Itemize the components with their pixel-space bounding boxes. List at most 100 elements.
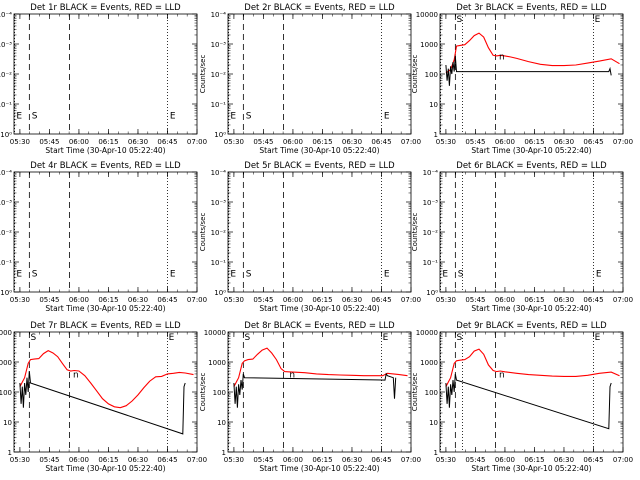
y-tick-label: 10 <box>217 419 226 427</box>
y-tick-label: 100 <box>425 71 438 79</box>
panel-title: Det 8r BLACK = Events, RED = LLD <box>244 321 395 331</box>
y-tick-label: 10 <box>3 419 12 427</box>
x-tick-label: 06:00 <box>495 138 515 146</box>
x-tick-label: 06:30 <box>554 138 574 146</box>
event-marker-label: E <box>384 269 390 279</box>
y-axis-title: Counts/sec <box>199 55 207 94</box>
y-tick-label: 10⁻⁴ <box>0 169 12 177</box>
y-tick-label: 10000 <box>0 329 12 337</box>
y-tick-label: 100 <box>0 389 12 397</box>
x-tick-label: 06:45 <box>157 456 177 464</box>
panel-title: Det 1r BLACK = Events, RED = LLD <box>30 3 181 13</box>
event-marker-label: E <box>595 333 601 343</box>
x-tick-label: 06:15 <box>524 296 544 304</box>
x-tick-label: 05:45 <box>465 296 485 304</box>
y-tick-label: 10⁻³ <box>0 41 12 49</box>
x-axis-title: Start Time (30-Apr-10 05:22:40) <box>45 304 165 313</box>
y-tick-label: 10⁻¹ <box>211 101 227 109</box>
y-tick-label: 10000 <box>204 329 226 337</box>
event-marker-label: S <box>246 269 252 279</box>
x-tick-label: 06:15 <box>524 138 544 146</box>
y-tick-label: 1000 <box>420 359 438 367</box>
x-tick-label: 06:45 <box>583 138 603 146</box>
x-tick-label: 05:45 <box>253 456 273 464</box>
event-marker-label: E <box>16 111 22 121</box>
y-tick-label: 10⁻¹ <box>0 259 12 267</box>
x-tick-label: 06:45 <box>583 456 603 464</box>
x-tick-label: 05:30 <box>436 296 456 304</box>
event-marker-label: E <box>169 333 175 343</box>
x-tick-label: 06:45 <box>583 296 603 304</box>
event-marker-label: E <box>595 15 601 25</box>
x-tick-label: 07:00 <box>187 138 207 146</box>
event-marker-label: S <box>31 333 37 343</box>
x-tick-label: 06:00 <box>283 296 303 304</box>
y-tick-label: 100 <box>213 389 226 397</box>
event-marker-label: n <box>499 53 505 63</box>
y-tick-label: 10⁻⁴ <box>423 169 439 177</box>
panel-title: Det 7r BLACK = Events, RED = LLD <box>30 321 181 331</box>
y-tick-label: 100 <box>425 389 438 397</box>
x-tick-label: 06:30 <box>342 296 362 304</box>
y-axis-title: Counts/sec <box>411 55 419 94</box>
y-tick-label: 1000 <box>420 41 438 49</box>
x-tick-label: 07:00 <box>401 138 421 146</box>
panel-title: Det 9r BLACK = Events, RED = LLD <box>456 321 607 331</box>
y-tick-label: 10⁻² <box>0 229 12 237</box>
panel-title: Det 6r BLACK = Events, RED = LLD <box>456 161 607 171</box>
x-tick-label: 06:00 <box>495 456 515 464</box>
x-tick-label: 06:45 <box>371 456 391 464</box>
y-tick-label: 10⁻⁴ <box>0 11 12 19</box>
x-tick-label: 06:15 <box>312 138 332 146</box>
x-tick-label: 05:30 <box>224 456 244 464</box>
x-tick-label: 06:15 <box>98 456 118 464</box>
x-tick-label: 05:45 <box>465 456 485 464</box>
y-tick-label: 10000 <box>416 329 438 337</box>
x-axis-title: Start Time (30-Apr-10 05:22:40) <box>259 146 379 155</box>
x-tick-label: 05:45 <box>39 456 59 464</box>
x-tick-label: 06:00 <box>283 138 303 146</box>
y-tick-label: 10 <box>429 419 438 427</box>
detector-lightcurve-grid: Det 1r BLACK = Events, RED = LLD10⁰10⁻¹1… <box>0 0 640 480</box>
y-axis-title: Counts/sec <box>411 213 419 252</box>
panel-title: Det 2r BLACK = Events, RED = LLD <box>244 3 395 13</box>
event-marker-label: E <box>16 269 22 279</box>
event-marker-label: E <box>230 111 236 121</box>
event-marker-label: n <box>289 371 295 381</box>
event-marker-label: E <box>170 111 176 121</box>
x-tick-label: 06:15 <box>524 456 544 464</box>
event-marker-label: E <box>383 333 389 343</box>
x-axis-title: Start Time (30-Apr-10 05:22:40) <box>45 464 165 473</box>
x-axis-title: Start Time (30-Apr-10 05:22:40) <box>259 464 379 473</box>
x-tick-label: 06:30 <box>128 296 148 304</box>
x-tick-label: 07:00 <box>187 296 207 304</box>
x-tick-label: 07:00 <box>613 138 633 146</box>
event-marker-label: S <box>246 111 252 121</box>
x-tick-label: 07:00 <box>613 296 633 304</box>
x-tick-label: 06:45 <box>371 296 391 304</box>
event-marker-label: S <box>457 333 463 343</box>
x-tick-label: 05:30 <box>436 138 456 146</box>
event-marker-label: S <box>32 111 38 121</box>
y-tick-label: 10⁻² <box>211 71 227 79</box>
x-axis-title: Start Time (30-Apr-10 05:22:40) <box>471 304 591 313</box>
y-tick-label: 10⁻⁴ <box>211 169 227 177</box>
y-tick-label: 10⁻³ <box>211 41 227 49</box>
x-tick-label: 06:00 <box>69 138 89 146</box>
x-tick-label: 07:00 <box>401 456 421 464</box>
x-tick-label: 06:15 <box>312 456 332 464</box>
x-tick-label: 06:30 <box>342 456 362 464</box>
x-tick-label: 07:00 <box>401 296 421 304</box>
y-tick-label: 10⁻¹ <box>211 259 227 267</box>
panel-title: Det 4r BLACK = Events, RED = LLD <box>30 161 181 171</box>
x-axis-title: Start Time (30-Apr-10 05:22:40) <box>471 146 591 155</box>
y-tick-label: 10000 <box>416 11 438 19</box>
x-tick-label: 05:45 <box>253 296 273 304</box>
x-tick-label: 06:00 <box>69 296 89 304</box>
x-tick-label: 06:15 <box>312 296 332 304</box>
event-marker-label: S <box>458 269 464 279</box>
x-tick-label: 05:30 <box>224 296 244 304</box>
x-tick-label: 06:45 <box>371 138 391 146</box>
y-tick-label: 10⁻³ <box>211 199 227 207</box>
y-tick-label: 10⁻² <box>0 71 12 79</box>
